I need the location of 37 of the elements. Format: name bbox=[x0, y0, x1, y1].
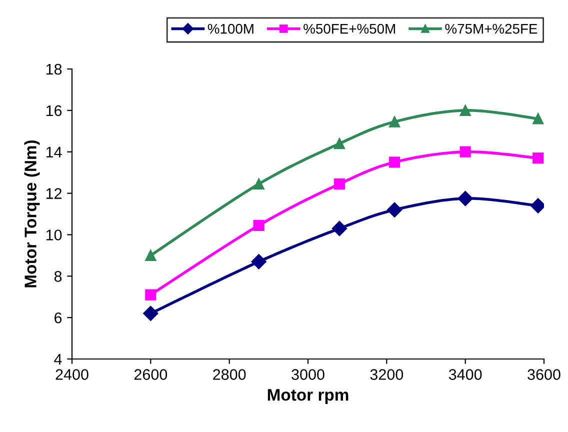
point bbox=[386, 202, 402, 218]
x-tick-label: 3000 bbox=[292, 369, 324, 380]
point bbox=[458, 190, 473, 206]
legend-label: %100M bbox=[208, 24, 254, 34]
point bbox=[388, 116, 400, 128]
y-axis-title: Motor Torque (Nm) bbox=[24, 140, 40, 288]
point bbox=[460, 104, 471, 116]
y-tick-label: 6 bbox=[54, 312, 62, 324]
y-tick-label: 10 bbox=[46, 230, 62, 240]
x-tick-label: 3400 bbox=[448, 369, 482, 380]
point bbox=[253, 220, 264, 231]
x-tick-label: 2800 bbox=[213, 369, 246, 380]
point bbox=[334, 178, 346, 190]
y-tick-label: 4 bbox=[54, 354, 62, 365]
point bbox=[388, 156, 400, 168]
y-tick-label: 16 bbox=[46, 105, 62, 116]
x-tick-label: 3600 bbox=[528, 369, 560, 380]
x-tick-label: 2600 bbox=[134, 369, 168, 380]
y-tick-label: 12 bbox=[46, 188, 62, 199]
legend-label: %75M+%25FE bbox=[445, 24, 538, 34]
point bbox=[145, 289, 156, 300]
point bbox=[251, 254, 266, 270]
y-tick-label: 8 bbox=[54, 271, 62, 282]
y-tick-label: 18 bbox=[46, 64, 62, 75]
x-tick-label: 3200 bbox=[370, 369, 404, 380]
point bbox=[143, 306, 158, 321]
point bbox=[334, 138, 346, 150]
y-tick-label: 14 bbox=[46, 146, 62, 158]
point bbox=[460, 146, 471, 158]
point bbox=[145, 250, 156, 261]
point bbox=[532, 113, 544, 124]
point bbox=[532, 152, 544, 164]
point bbox=[253, 178, 264, 190]
point bbox=[332, 220, 348, 236]
x-axis-title: Motor rpm bbox=[268, 389, 348, 404]
legend-label: %50FE+%50M bbox=[304, 24, 395, 34]
x-tick-label: 2400 bbox=[56, 369, 88, 380]
